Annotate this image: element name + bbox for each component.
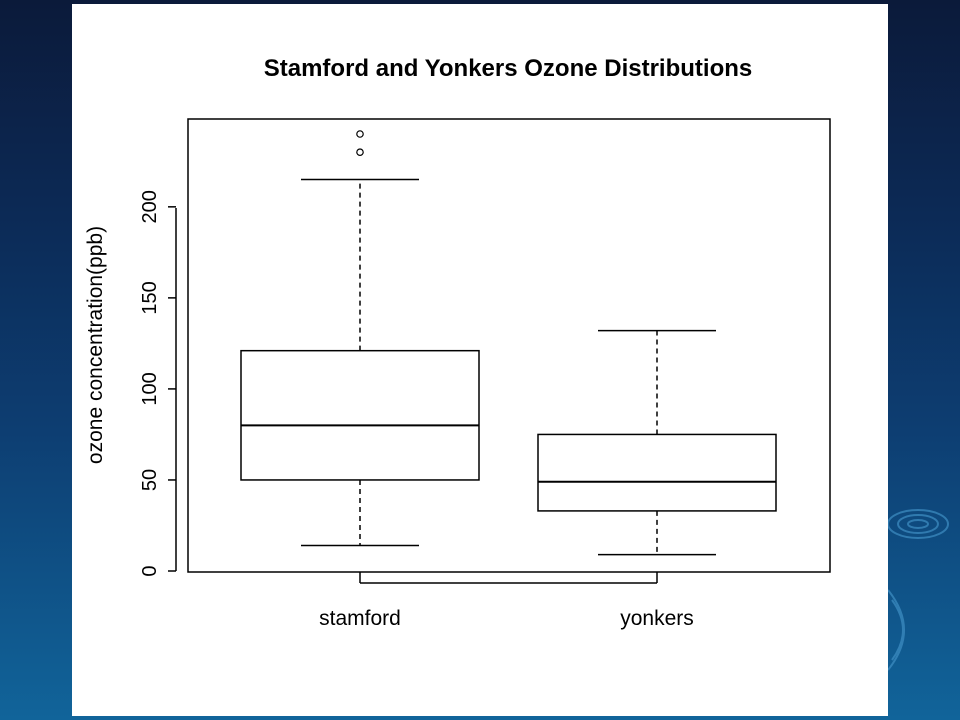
y-axis-ticks: 0 50 100 150 200 <box>139 190 176 577</box>
box-yonkers <box>537 329 777 556</box>
iqr-box <box>537 433 777 512</box>
y-tick-label: 150 <box>139 281 161 314</box>
chart-title: Stamford and Yonkers Ozone Distributions <box>264 55 753 82</box>
x-axis-ticks: stamford yonkers <box>319 572 694 630</box>
x-tick-label: yonkers <box>620 607 694 630</box>
ripple-decoration <box>887 509 949 671</box>
y-tick-label: 100 <box>139 372 161 405</box>
plot-panel: Stamford and Yonkers Ozone Distributions… <box>72 4 888 716</box>
y-tick-label: 200 <box>139 190 161 223</box>
plot-frame <box>187 118 831 573</box>
outlier-point <box>356 130 364 138</box>
x-tick-label: stamford <box>319 607 401 630</box>
y-tick-label: 0 <box>139 565 161 576</box>
iqr-box <box>240 349 480 481</box>
boxes <box>240 130 777 556</box>
box-stamford <box>240 130 480 547</box>
y-tick-label: 50 <box>139 469 161 491</box>
boxplot-chart: Stamford and Yonkers Ozone Distributions… <box>84 55 831 630</box>
y-axis-label: ozone concentration(ppb) <box>84 226 107 464</box>
outlier-point <box>356 148 364 157</box>
